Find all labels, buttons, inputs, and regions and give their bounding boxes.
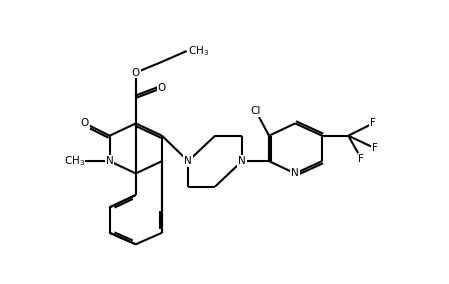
Text: N: N [238, 156, 246, 166]
Text: CH$_3$: CH$_3$ [64, 154, 85, 168]
Text: CH$_3$: CH$_3$ [188, 44, 209, 58]
Text: O: O [158, 83, 166, 93]
Text: F: F [358, 154, 364, 164]
Text: O: O [81, 118, 89, 128]
Text: N: N [184, 156, 192, 166]
Text: O: O [132, 68, 140, 78]
Text: F: F [372, 143, 378, 153]
Text: F: F [370, 118, 376, 128]
Text: N: N [291, 168, 299, 178]
Text: N: N [106, 156, 114, 166]
Text: Cl: Cl [251, 106, 261, 116]
